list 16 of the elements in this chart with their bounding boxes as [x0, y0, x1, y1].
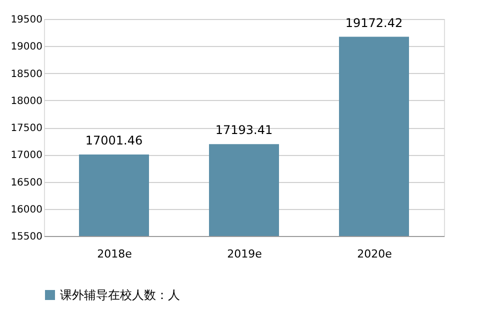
x-tick-label: 2020e — [357, 248, 392, 260]
y-tick-label: 17000 — [10, 150, 42, 162]
data-label: 19172.42 — [345, 16, 403, 30]
data-label: 17001.46 — [85, 134, 143, 148]
y-tick-label: 18500 — [10, 68, 42, 80]
y-tick-label: 16500 — [10, 177, 42, 188]
y-tick-label: 17500 — [10, 123, 42, 134]
legend-label: 课外辅导在校人数：人 — [60, 288, 180, 302]
y-tick-label: 16000 — [10, 204, 42, 216]
y-tick-label: 19500 — [10, 14, 42, 26]
x-tick-label: 2019e — [227, 248, 262, 260]
y-tick-label: 18000 — [10, 96, 42, 107]
data-label: 17193.41 — [215, 123, 273, 138]
x-tick-label: 2018e — [97, 248, 132, 260]
y-tick-label: 19000 — [10, 42, 42, 53]
y-tick-label: 15500 — [10, 232, 42, 242]
